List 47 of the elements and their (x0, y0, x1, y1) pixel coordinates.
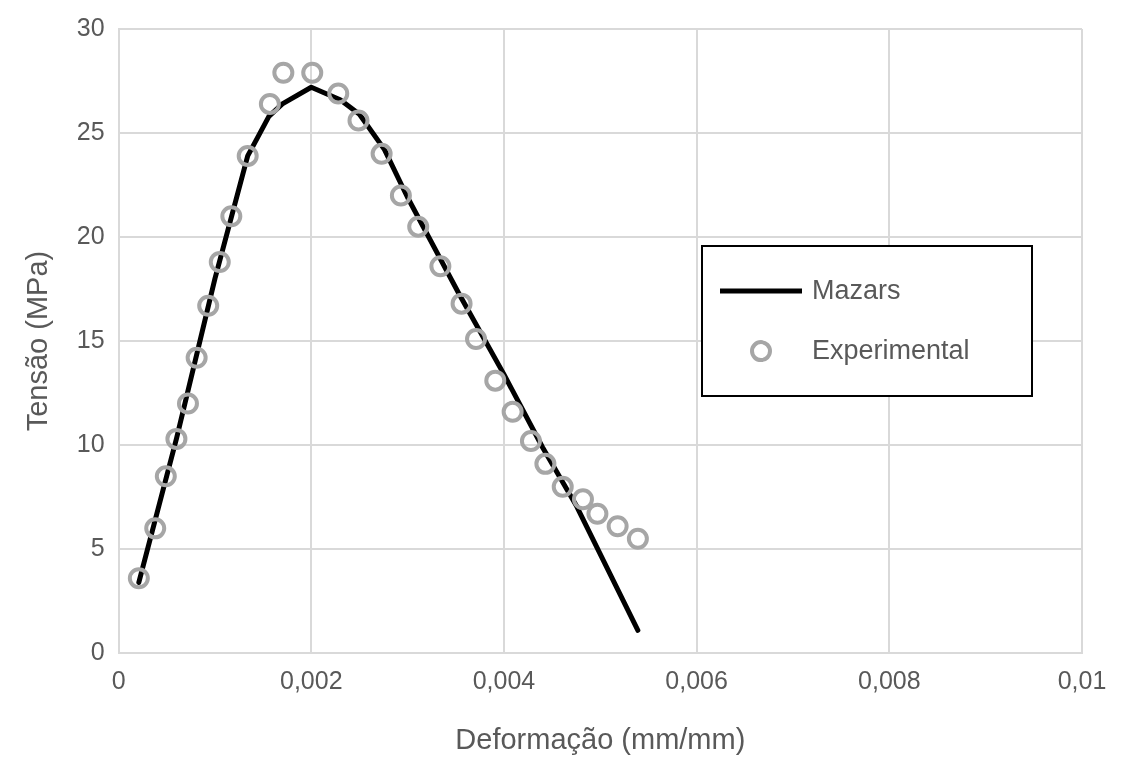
legend-label: Experimental (812, 334, 970, 365)
point (450, 292, 473, 315)
point (571, 488, 594, 511)
point (165, 427, 188, 450)
y-axis-title: Tensão (MPa) (21, 250, 54, 432)
x-tick-label: 0,002 (280, 666, 343, 695)
y-tick-label: 20 (76, 220, 105, 249)
point (626, 527, 649, 550)
point (144, 517, 167, 540)
point (586, 502, 609, 525)
point (370, 142, 393, 165)
x-tick-label: 0,01 (1057, 666, 1107, 695)
point (236, 144, 259, 167)
x-tick-label: 0,006 (665, 666, 728, 695)
point (519, 429, 542, 452)
point (197, 294, 220, 317)
point (154, 465, 177, 488)
point (272, 61, 295, 84)
point (347, 109, 370, 132)
point (465, 328, 488, 351)
point (534, 452, 557, 475)
y-tick-label: 30 (76, 12, 105, 41)
x-tick-label: 0 (111, 666, 126, 695)
y-tick-label: 15 (76, 324, 105, 353)
point (501, 400, 524, 423)
point (389, 184, 412, 207)
x-tick-label: 0,004 (472, 666, 536, 695)
y-tick-label: 25 (76, 116, 105, 145)
point (220, 205, 243, 228)
legend-label: Mazars (812, 274, 901, 305)
point (176, 392, 199, 415)
y-tick-label: 0 (90, 637, 105, 666)
point (327, 82, 350, 105)
point (484, 369, 507, 392)
point (208, 251, 231, 274)
point (301, 61, 324, 84)
point (407, 215, 430, 238)
point (606, 515, 629, 538)
point (429, 255, 452, 278)
point (258, 92, 281, 115)
point (127, 567, 150, 590)
point (551, 475, 574, 498)
y-tick-label: 5 (90, 533, 105, 562)
x-axis-title: Deformação (mm/mm) (455, 722, 746, 755)
y-tick-label: 10 (76, 429, 105, 458)
point (185, 346, 208, 369)
x-tick-label: 0,008 (858, 666, 921, 695)
